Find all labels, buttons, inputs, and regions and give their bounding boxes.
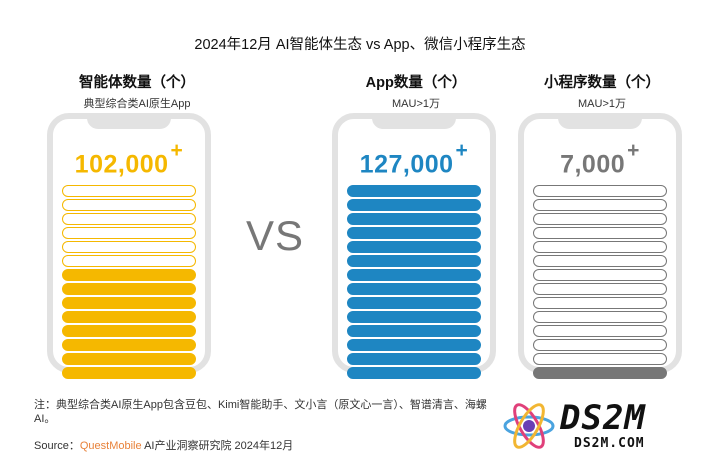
- empty-slot-bar: [62, 227, 196, 239]
- column-heading: App数量（个）: [365, 75, 467, 91]
- count-value: 7,000: [560, 150, 626, 179]
- filled-slot-bar: [347, 283, 481, 295]
- filled-slot-bar: [533, 367, 667, 379]
- filled-slot-bar: [347, 325, 481, 337]
- column-header-miniprograms: 小程序数量（个） MAU>1万: [512, 71, 692, 111]
- filled-slot-bar: [62, 367, 196, 379]
- column-subheading: MAU>1万: [578, 98, 626, 110]
- filled-slot-bar: [347, 241, 481, 253]
- slot-bars: [62, 185, 196, 381]
- column-subheading: MAU>1万: [392, 98, 440, 110]
- atom-logo-icon: [503, 403, 555, 449]
- filled-slot-bar: [62, 353, 196, 365]
- empty-slot-bar: [533, 185, 667, 197]
- plus-sign: +: [455, 139, 469, 162]
- empty-slot-bar: [533, 311, 667, 323]
- empty-slot-bar: [62, 241, 196, 253]
- count-value: 102,000: [74, 150, 169, 179]
- column-heading: 小程序数量（个）: [544, 75, 660, 91]
- empty-slot-bar: [62, 255, 196, 267]
- column-header-apps: App数量（个） MAU>1万: [326, 71, 506, 111]
- filled-slot-bar: [347, 255, 481, 267]
- filled-slot-bar: [62, 283, 196, 295]
- source-brand: QuestMobile: [79, 440, 142, 452]
- empty-slot-bar: [533, 353, 667, 365]
- empty-slot-bar: [533, 297, 667, 309]
- count-label: 7,000+: [524, 139, 676, 179]
- slot-bars: [533, 185, 667, 381]
- empty-slot-bar: [533, 255, 667, 267]
- filled-slot-bar: [347, 227, 481, 239]
- count-value: 127,000: [359, 150, 454, 179]
- phone-miniprograms: 7,000+: [518, 113, 682, 379]
- source-rest: AI产业洞察研究院 2024年12月: [141, 440, 294, 452]
- filled-slot-bar: [62, 269, 196, 281]
- phone-notch: [372, 113, 456, 129]
- slot-bars: [347, 185, 481, 381]
- column-subheading: 典型综合类AI原生App: [83, 98, 191, 110]
- empty-slot-bar: [62, 185, 196, 197]
- filled-slot-bar: [347, 213, 481, 225]
- empty-slot-bar: [62, 213, 196, 225]
- empty-slot-bar: [533, 241, 667, 253]
- phone-agents: 102,000+: [47, 113, 211, 379]
- filled-slot-bar: [347, 311, 481, 323]
- filled-slot-bar: [347, 297, 481, 309]
- plus-sign: +: [627, 139, 640, 162]
- source-line: Source：QuestMobile AI产业洞察研究院 2024年12月: [34, 437, 293, 453]
- empty-slot-bar: [62, 199, 196, 211]
- vs-label: VS: [246, 212, 305, 259]
- filled-slot-bar: [347, 353, 481, 365]
- filled-slot-bar: [62, 339, 196, 351]
- filled-slot-bar: [347, 367, 481, 379]
- filled-slot-bar: [347, 185, 481, 197]
- filled-slot-bar: [347, 339, 481, 351]
- filled-slot-bar: [62, 297, 196, 309]
- empty-slot-bar: [533, 213, 667, 225]
- count-label: 127,000+: [338, 139, 490, 179]
- plus-sign: +: [170, 139, 184, 162]
- empty-slot-bar: [533, 339, 667, 351]
- empty-slot-bar: [533, 283, 667, 295]
- footnote: 注：典型综合类AI原生App包含豆包、Kimi智能助手、文小言（原文心一言）、智…: [34, 399, 487, 425]
- column-heading: 智能体数量（个）: [79, 75, 195, 91]
- phone-apps: 127,000+: [332, 113, 496, 379]
- source-prefix: Source：: [34, 440, 80, 452]
- empty-slot-bar: [533, 199, 667, 211]
- column-header-agents: 智能体数量（个） 典型综合类AI原生App: [47, 71, 227, 111]
- watermark: DS2M DS2M.COM: [498, 398, 708, 456]
- filled-slot-bar: [62, 311, 196, 323]
- watermark-url: DS2M.COM: [574, 436, 645, 451]
- filled-slot-bar: [62, 325, 196, 337]
- phone-notch: [558, 113, 642, 129]
- empty-slot-bar: [533, 325, 667, 337]
- chart-title: 2024年12月 AI智能体生态 vs App、微信小程序生态: [194, 37, 526, 53]
- filled-slot-bar: [347, 269, 481, 281]
- filled-slot-bar: [347, 199, 481, 211]
- phone-notch: [87, 113, 171, 129]
- count-label: 102,000+: [53, 139, 205, 179]
- empty-slot-bar: [533, 227, 667, 239]
- empty-slot-bar: [533, 269, 667, 281]
- watermark-title: DS2M: [560, 398, 646, 438]
